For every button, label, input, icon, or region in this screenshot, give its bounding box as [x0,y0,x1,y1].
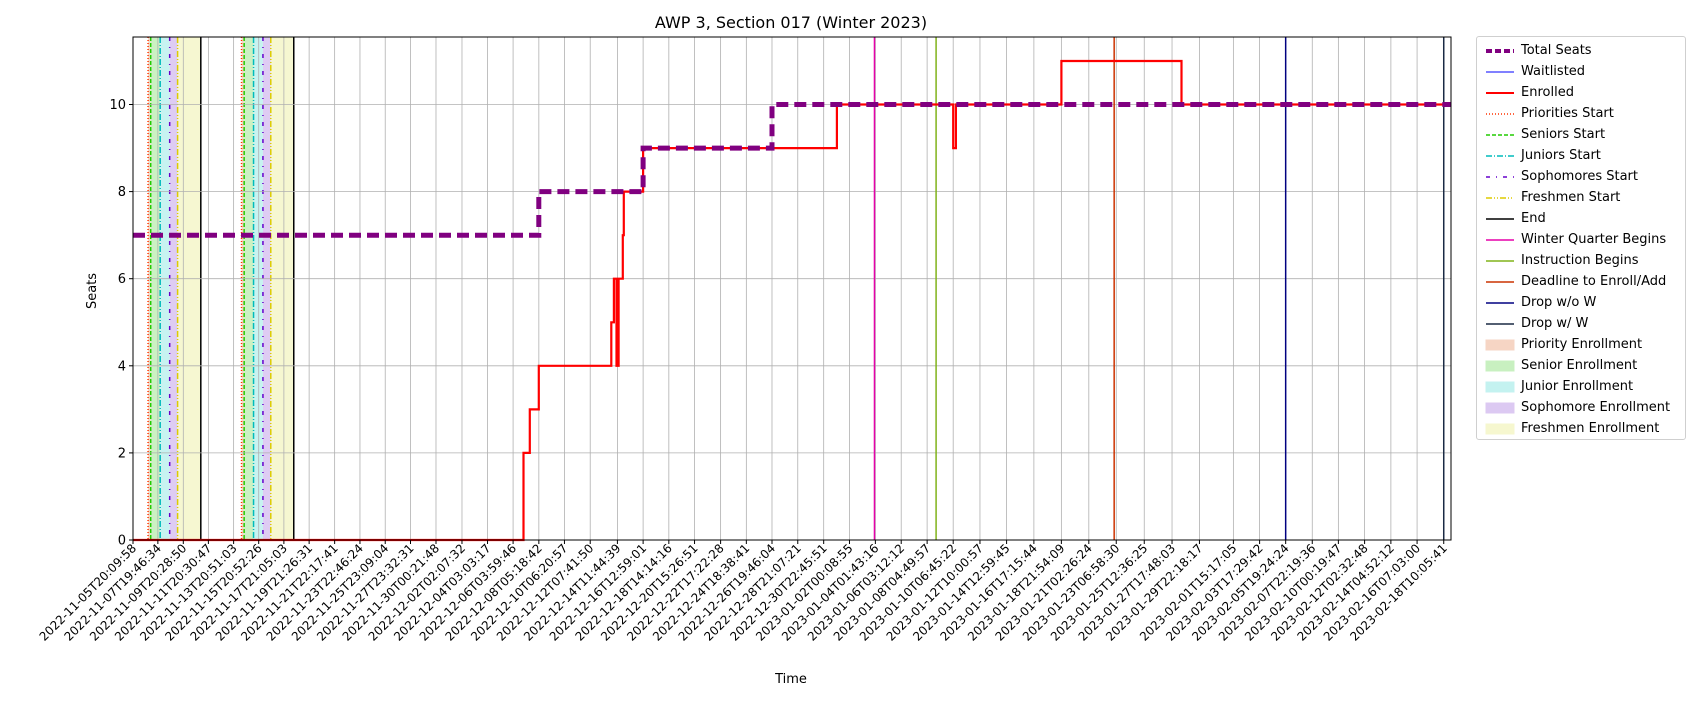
legend-item: Senior Enrollment [1477,356,1685,377]
legend-item: Drop w/ W [1477,314,1685,335]
phase-band [160,37,170,540]
legend-swatch-patch [1485,402,1515,414]
legend-label: Total Seats [1521,43,1592,58]
phase-band [169,37,178,540]
legend-swatch [1486,176,1514,178]
legend-item: Juniors Start [1477,146,1685,167]
legend-item: Winter Quarter Begins [1477,230,1685,251]
legend-label: Freshmen Start [1521,190,1621,205]
y-tick-label: 4 [118,359,126,374]
legend-swatch [1485,402,1515,414]
event-lines [873,37,1445,540]
legend-label: Winter Quarter Begins [1521,232,1667,247]
legend-swatch [1485,360,1515,372]
grid [132,37,1451,541]
legend-swatch [1486,113,1514,115]
legend-label: Seniors Start [1521,127,1606,142]
phase-band [148,37,151,540]
legend-swatch [1486,302,1514,304]
legend-swatch [1486,197,1514,199]
legend-label: Priority Enrollment [1521,337,1643,352]
legend-swatch [1486,218,1514,220]
legend-item: Sophomore Enrollment [1477,398,1685,419]
legend-item: Freshmen Start [1477,188,1685,209]
legend-swatch [1486,134,1514,136]
phase-band [270,37,294,540]
y-tick-label: 0 [118,534,126,549]
legend-swatch-patch [1485,360,1515,372]
phase-band [244,37,254,540]
y-tick-label: 2 [118,446,126,461]
legend-swatch [1486,92,1514,94]
phase-band [150,37,161,540]
legend-item: Priorities Start [1477,104,1685,125]
legend-swatch [1486,323,1514,325]
y-tick-label: 10 [109,98,126,113]
phase-band [241,37,245,540]
legend-item: End [1477,209,1685,230]
phase-band [262,37,271,540]
series-lines [133,59,1451,542]
legend-swatch-patch [1485,423,1515,435]
legend-item: Waitlisted [1477,62,1685,83]
legend-label: Juniors Start [1521,148,1601,163]
legend-swatch [1485,381,1515,393]
legend-label: Priorities Start [1521,106,1614,121]
y-tick-label: 8 [118,185,126,200]
series-line [133,102,1451,238]
legend-item: Junior Enrollment [1477,377,1685,398]
legend-label: End [1521,211,1546,226]
legend-label: Deadline to Enroll/Add [1521,274,1667,289]
phase-band [177,37,201,540]
legend-item: Seniors Start [1477,125,1685,146]
plot-frame [132,36,1452,541]
legend-swatch [1486,71,1514,73]
legend-item: Deadline to Enroll/Add [1477,272,1685,293]
legend-item: Instruction Begins [1477,251,1685,272]
legend-item: Priority Enrollment [1477,335,1685,356]
chart-title: AWP 3, Section 017 (Winter 2023) [655,13,927,32]
legend-label: Enrolled [1521,85,1574,100]
legend-swatch-patch [1485,381,1515,393]
legend-label: Sophomores Start [1521,169,1638,184]
legend-swatch-patch [1485,339,1515,351]
legend-label: Sophomore Enrollment [1521,400,1671,415]
legend-swatch [1486,260,1514,262]
legend-label: Drop w/ W [1521,316,1589,331]
legend-swatch [1485,339,1515,351]
legend-swatch [1486,155,1514,157]
legend-label: Drop w/o W [1521,295,1597,310]
legend-item: Total Seats [1477,41,1685,62]
x-axis-label: Time [774,672,807,687]
legend-label: Waitlisted [1521,64,1586,79]
legend-swatch [1486,49,1514,53]
y-axis-label: Seats [85,273,100,309]
legend-label: Senior Enrollment [1521,358,1638,373]
legend-label: Instruction Begins [1521,253,1639,268]
legend-item: Freshmen Enrollment [1477,419,1685,440]
legend-label: Junior Enrollment [1521,379,1634,394]
legend-label: Freshmen Enrollment [1521,421,1660,436]
phase-band [253,37,263,540]
y-tick-label: 6 [118,272,126,287]
enrollment-bands [147,37,295,540]
legend: Total Seats Waitlisted Enrolled Priorities … [1476,36,1686,440]
legend-swatch [1486,239,1514,241]
series-line [133,59,1451,542]
legend-item: Sophomores Start [1477,167,1685,188]
legend-item: Enrolled [1477,83,1685,104]
legend-swatch [1486,281,1514,283]
legend-item: Drop w/o W [1477,293,1685,314]
legend-swatch [1485,423,1515,435]
